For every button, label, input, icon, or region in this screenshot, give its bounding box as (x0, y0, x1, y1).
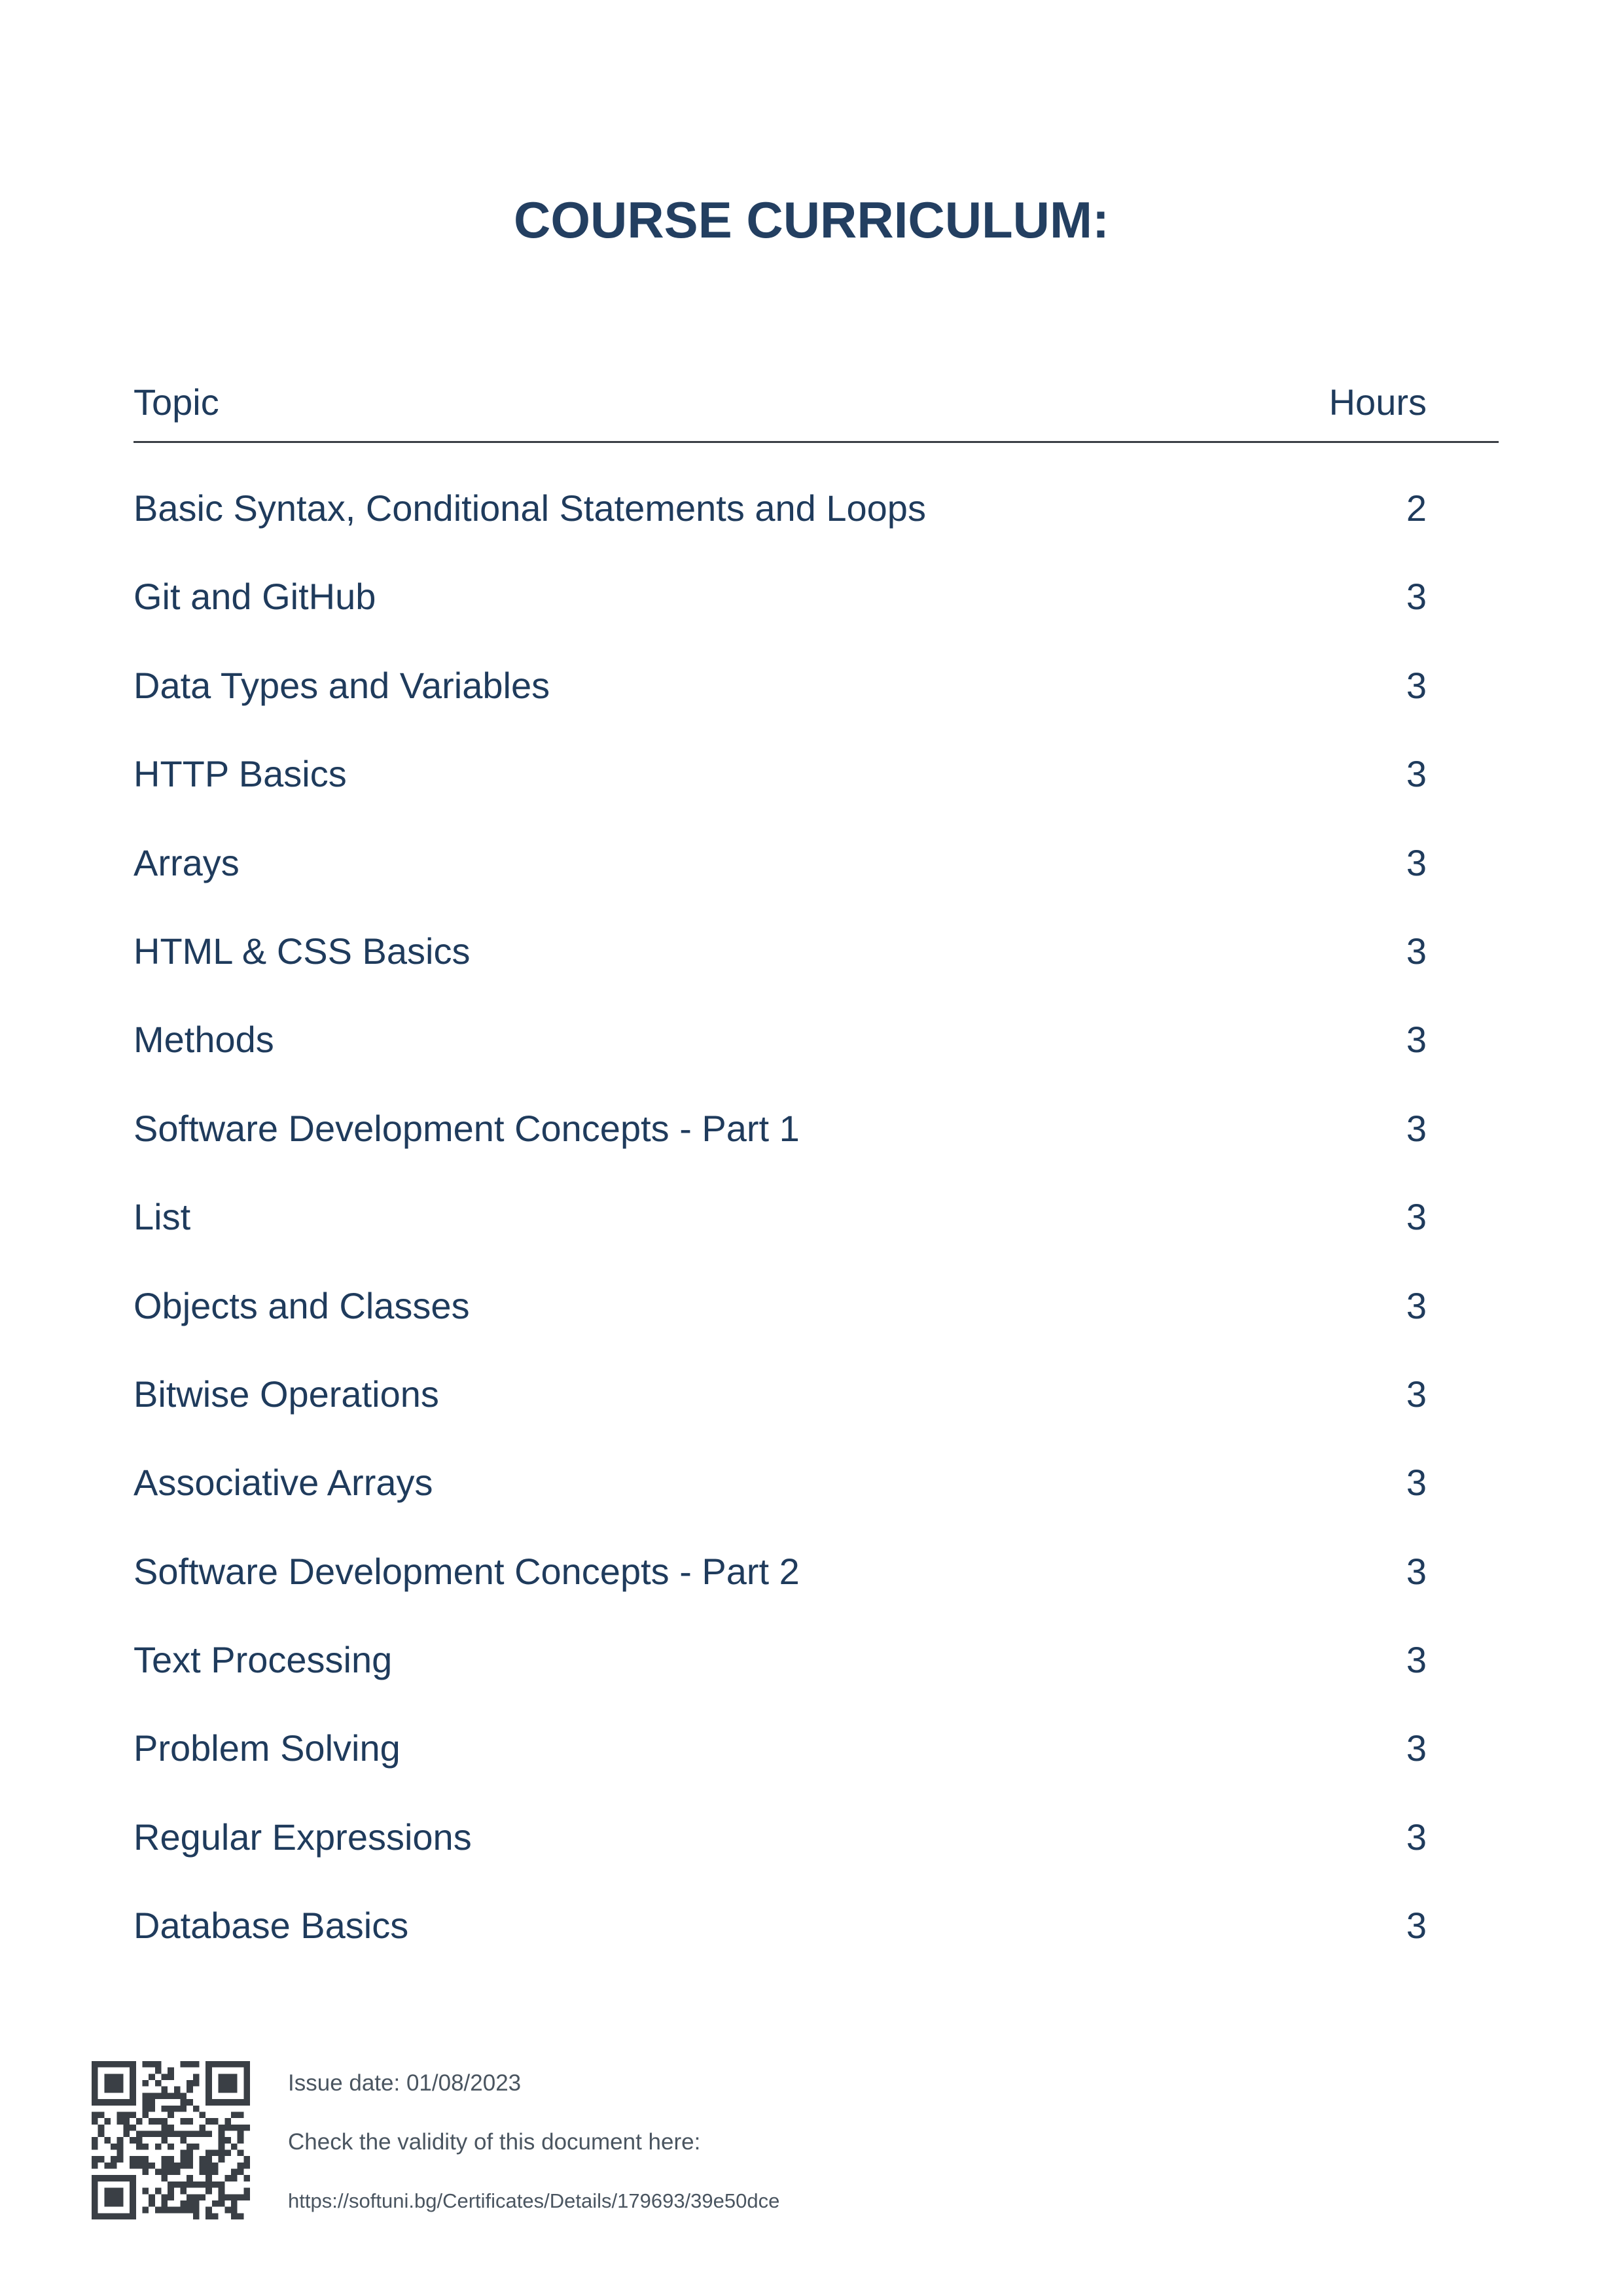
hours-cell: 3 (1406, 1373, 1427, 1415)
topic-cell: Git and GitHub (134, 576, 376, 618)
hours-cell: 3 (1406, 753, 1427, 795)
hours-cell: 3 (1406, 1639, 1427, 1681)
topic-cell: List (134, 1196, 191, 1238)
hours-cell: 3 (1406, 1727, 1427, 1769)
hours-cell: 3 (1406, 1816, 1427, 1858)
hours-cell: 3 (1406, 1462, 1427, 1504)
topic-cell: Objects and Classes (134, 1284, 470, 1326)
table-row: Regular Expressions 3 (134, 1814, 1499, 1903)
topic-cell: HTML & CSS Basics (134, 930, 471, 972)
topic-cell: Associative Arrays (134, 1462, 433, 1504)
table-row: Text Processing 3 (134, 1637, 1499, 1725)
hours-cell: 3 (1406, 576, 1427, 618)
table-row: Data Types and Variables 3 (134, 663, 1499, 751)
page-title: COURSE CURRICULUM: (514, 191, 1109, 249)
table-row: HTTP Basics 3 (134, 751, 1499, 839)
topic-cell: Regular Expressions (134, 1816, 472, 1858)
topic-cell: Arrays (134, 841, 240, 883)
topic-cell: Software Development Concepts - Part 2 (134, 1550, 800, 1592)
topic-cell: Methods (134, 1019, 274, 1061)
topic-cell: Data Types and Variables (134, 664, 550, 706)
hours-cell: 3 (1406, 664, 1427, 706)
hours-cell: 2 (1406, 487, 1427, 529)
hours-cell: 3 (1406, 1284, 1427, 1326)
table-row: HTML & CSS Basics 3 (134, 928, 1499, 1017)
validity-url-link[interactable]: https://softuni.bg/Certificates/Details/… (288, 2189, 780, 2212)
document-footer: Issue date: 01/08/2023 Check the validit… (92, 2061, 1139, 2231)
topic-cell: Database Basics (134, 1905, 409, 1947)
issue-date: Issue date: 01/08/2023 (288, 2070, 522, 2096)
column-header-topic: Topic (134, 381, 219, 423)
topic-cell: Text Processing (134, 1639, 393, 1681)
table-header: Topic Hours (134, 369, 1499, 443)
hours-cell: 3 (1406, 930, 1427, 972)
topic-cell: Software Development Concepts - Part 1 (134, 1107, 800, 1149)
hours-cell: 3 (1406, 1196, 1427, 1238)
curriculum-table: Topic Hours Basic Syntax, Conditional St… (134, 369, 1499, 1946)
table-row: List 3 (134, 1194, 1499, 1282)
hours-cell: 3 (1406, 841, 1427, 883)
table-row: Software Development Concepts - Part 1 3 (134, 1106, 1499, 1194)
topic-cell: Problem Solving (134, 1727, 401, 1769)
qr-code-icon[interactable] (92, 2061, 250, 2219)
table-row: Problem Solving 3 (134, 1725, 1499, 1814)
table-row: Associative Arrays 3 (134, 1460, 1499, 1548)
topic-cell: Basic Syntax, Conditional Statements and… (134, 487, 926, 529)
hours-cell: 3 (1406, 1905, 1427, 1947)
validity-note: Check the validity of this document here… (288, 2129, 701, 2155)
table-body: Basic Syntax, Conditional Statements and… (134, 486, 1499, 1992)
table-row: Database Basics 3 (134, 1903, 1499, 1991)
table-row: Methods 3 (134, 1017, 1499, 1105)
topic-cell: Bitwise Operations (134, 1373, 439, 1415)
table-row: Git and GitHub 3 (134, 574, 1499, 662)
table-row: Arrays 3 (134, 840, 1499, 928)
table-row: Basic Syntax, Conditional Statements and… (134, 486, 1499, 574)
hours-cell: 3 (1406, 1550, 1427, 1592)
table-row: Bitwise Operations 3 (134, 1371, 1499, 1460)
table-row: Software Development Concepts - Part 2 3 (134, 1549, 1499, 1637)
hours-cell: 3 (1406, 1107, 1427, 1149)
column-header-hours: Hours (1329, 381, 1427, 423)
table-row: Objects and Classes 3 (134, 1283, 1499, 1371)
topic-cell: HTTP Basics (134, 753, 347, 795)
hours-cell: 3 (1406, 1019, 1427, 1061)
